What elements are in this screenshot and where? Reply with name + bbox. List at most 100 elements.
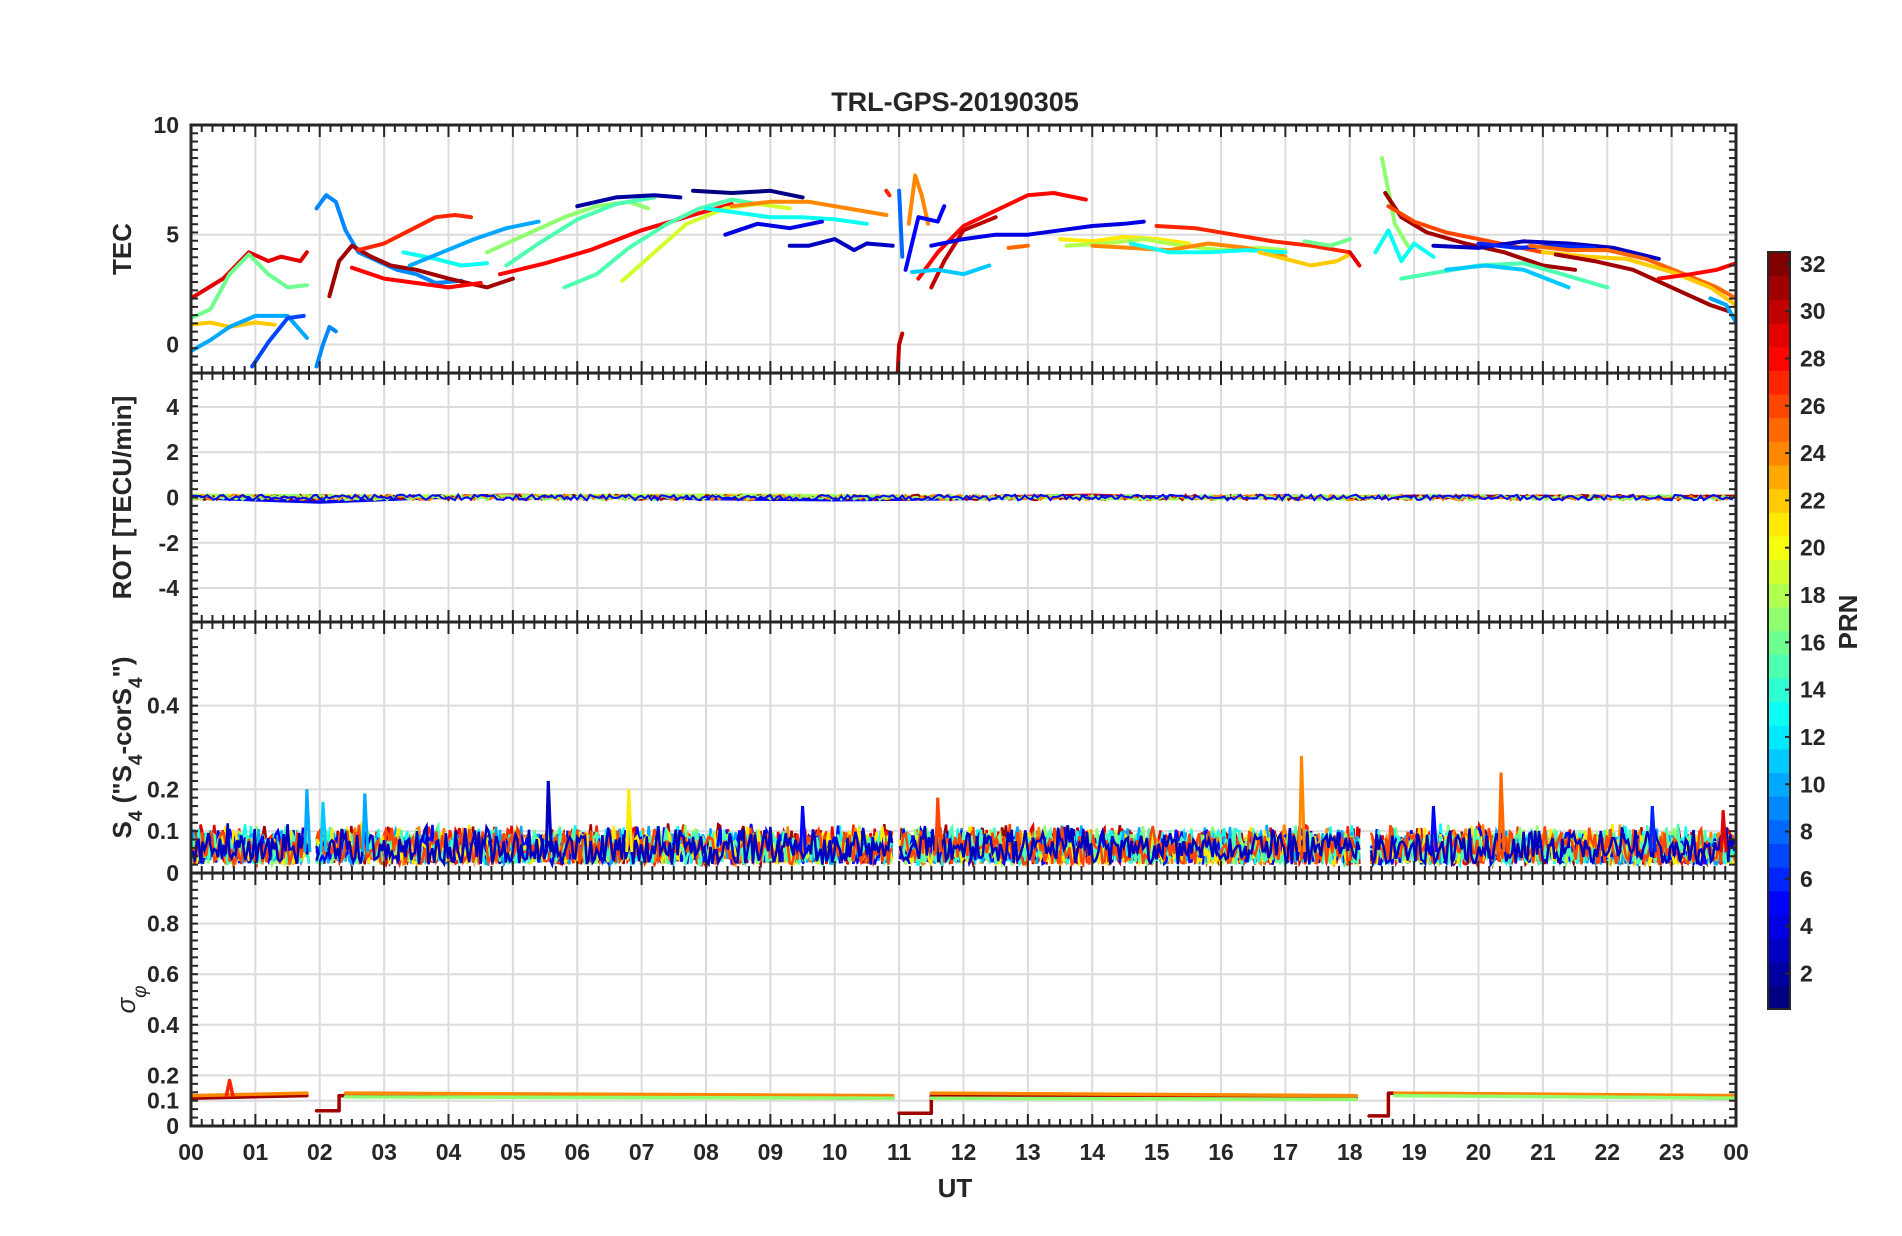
series-line-prn-31 bbox=[1383, 191, 1578, 272]
x-tick-label: 23 bbox=[1659, 1139, 1685, 1165]
series-line-prn-24 bbox=[906, 173, 931, 226]
colorbar-tick-label: 16 bbox=[1800, 629, 1826, 655]
x-tick-label: 20 bbox=[1466, 1139, 1492, 1165]
colorbar-swatch bbox=[1768, 985, 1790, 1010]
x-tick-label: 13 bbox=[1015, 1139, 1041, 1165]
panel-4: 00.10.2 0.4 0.6 0.8 σφ bbox=[111, 871, 1738, 1139]
y-tick-label: 10 bbox=[153, 112, 179, 138]
peak-prn-10 bbox=[305, 789, 312, 853]
colorbar-tick-label: 24 bbox=[1800, 440, 1826, 466]
series-line-prn-17 bbox=[929, 1096, 1358, 1102]
colorbar-swatch bbox=[1768, 322, 1790, 348]
y-tick-label: 0 bbox=[166, 860, 179, 886]
x-tick-label: 16 bbox=[1208, 1139, 1234, 1165]
y-tick-label: 5 bbox=[166, 222, 179, 248]
series-line-prn-1 bbox=[691, 188, 805, 200]
peak-prn-24 bbox=[1299, 755, 1306, 853]
x-tick-label: 12 bbox=[951, 1139, 977, 1165]
series-line-prn-3 bbox=[315, 821, 894, 868]
series-line-prn-25 bbox=[1006, 243, 1030, 250]
x-tick-label: 10 bbox=[822, 1139, 848, 1165]
x-tick-label: 02 bbox=[307, 1139, 333, 1165]
y-label-part: ") bbox=[107, 656, 137, 677]
series-line-prn-31 bbox=[191, 1093, 309, 1100]
series-line-prn-28 bbox=[498, 202, 734, 277]
series-line-prn-16 bbox=[191, 252, 309, 321]
peak-prn-5 bbox=[801, 805, 808, 853]
y-label-subscript: φ bbox=[130, 985, 151, 997]
peak-prn-3 bbox=[546, 780, 553, 853]
colorbar-tick-label: 30 bbox=[1800, 298, 1826, 324]
colorbar-swatch bbox=[1768, 677, 1790, 703]
colorbar-tick-label: 14 bbox=[1800, 677, 1826, 703]
colorbar-tick-label: 22 bbox=[1800, 487, 1826, 513]
colorbar-tick-label: 32 bbox=[1800, 251, 1826, 277]
x-axis-label: UT bbox=[938, 1173, 973, 1203]
y-axis-label: S4 ("S4-corS4") bbox=[107, 656, 147, 838]
data-layer bbox=[191, 492, 1736, 504]
y-tick-label: 0.4 bbox=[147, 693, 179, 719]
colorbar-swatch bbox=[1768, 725, 1790, 750]
x-tick-label: 06 bbox=[564, 1139, 590, 1165]
colorbar-swatch bbox=[1768, 748, 1790, 774]
y-label-part: ("S bbox=[107, 765, 137, 811]
colorbar-swatch bbox=[1768, 654, 1790, 679]
colorbar-tick-label: 2 bbox=[1800, 961, 1813, 987]
colorbar-tick-label: 4 bbox=[1800, 913, 1813, 939]
colorbar-swatch bbox=[1768, 914, 1790, 939]
colorbar-tick-label: 18 bbox=[1800, 582, 1826, 608]
panel-2: -4 -2 0 2 4 ROT [TECU/min] bbox=[107, 371, 1738, 624]
y-tick-label: 0.1 bbox=[147, 1088, 179, 1114]
y-tick-label: 4 bbox=[166, 394, 179, 420]
x-tick-label: 01 bbox=[243, 1139, 269, 1165]
series-line-prn-27 bbox=[1154, 224, 1352, 255]
series-line-prn-3 bbox=[864, 241, 895, 248]
colorbar-swatch bbox=[1768, 890, 1790, 915]
peak-prn-11 bbox=[321, 801, 328, 853]
x-tick-label: 14 bbox=[1079, 1139, 1105, 1165]
x-tick-label: 05 bbox=[500, 1139, 526, 1165]
y-tick-label: 2 bbox=[166, 439, 179, 465]
series-line-prn-9 bbox=[314, 324, 338, 369]
x-tick-label: 08 bbox=[693, 1139, 719, 1165]
colorbar-tick-label: 6 bbox=[1800, 866, 1813, 892]
colorbar-swatch bbox=[1768, 346, 1790, 371]
x-tick-label: 00 bbox=[178, 1139, 204, 1165]
series-line-prn-29 bbox=[191, 250, 309, 301]
colorbar-swatch bbox=[1768, 772, 1790, 797]
peak-prn-21 bbox=[627, 789, 634, 853]
x-tick-label: 19 bbox=[1401, 1139, 1427, 1165]
x-tick-label: 11 bbox=[887, 1139, 912, 1165]
colorbar-swatch bbox=[1768, 417, 1790, 442]
peak-prn-10 bbox=[363, 793, 370, 853]
series-line-prn-2 bbox=[575, 193, 683, 209]
series-line-prn-31 bbox=[897, 1093, 1358, 1116]
x-tick-label: 04 bbox=[436, 1139, 462, 1165]
data-layer bbox=[191, 155, 1736, 373]
data-layer bbox=[191, 755, 1736, 870]
colorbar-swatch bbox=[1768, 535, 1790, 561]
minor-ticks bbox=[190, 872, 1737, 1127]
x-tick-labels: 00 01 02 03 04 05 06 07 08 09 10 11 12 13 14 15 16 17 18 19… bbox=[178, 1139, 1749, 1165]
figure-title: TRL-GPS-20190305 bbox=[831, 87, 1079, 117]
x-tick-label: 21 bbox=[1530, 1139, 1556, 1165]
minor-ticks bbox=[190, 372, 1737, 623]
series-line-prn-15 bbox=[504, 195, 657, 268]
y-tick-label: 0.2 bbox=[147, 1062, 179, 1088]
colorbar-swatch bbox=[1768, 464, 1790, 490]
series-line-prn-13 bbox=[1373, 228, 1436, 264]
series-line-prn-22 bbox=[1540, 250, 1736, 307]
colorbar-swatch bbox=[1768, 606, 1790, 632]
series-line-prn-24 bbox=[929, 1091, 1358, 1098]
series-line-prn-19 bbox=[620, 202, 792, 283]
x-tick-label: 18 bbox=[1337, 1139, 1363, 1165]
series-line-prn-7 bbox=[250, 313, 306, 369]
series-line-prn-3 bbox=[898, 825, 1361, 866]
colorbar-label: PRN bbox=[1833, 595, 1863, 650]
y-label-subscript: 4 bbox=[126, 754, 147, 765]
series-line-prn-16 bbox=[1302, 237, 1352, 248]
peak-prn-25 bbox=[1499, 772, 1506, 853]
series-line-prn-27 bbox=[356, 213, 473, 253]
y-label-part: -corS bbox=[107, 688, 137, 754]
